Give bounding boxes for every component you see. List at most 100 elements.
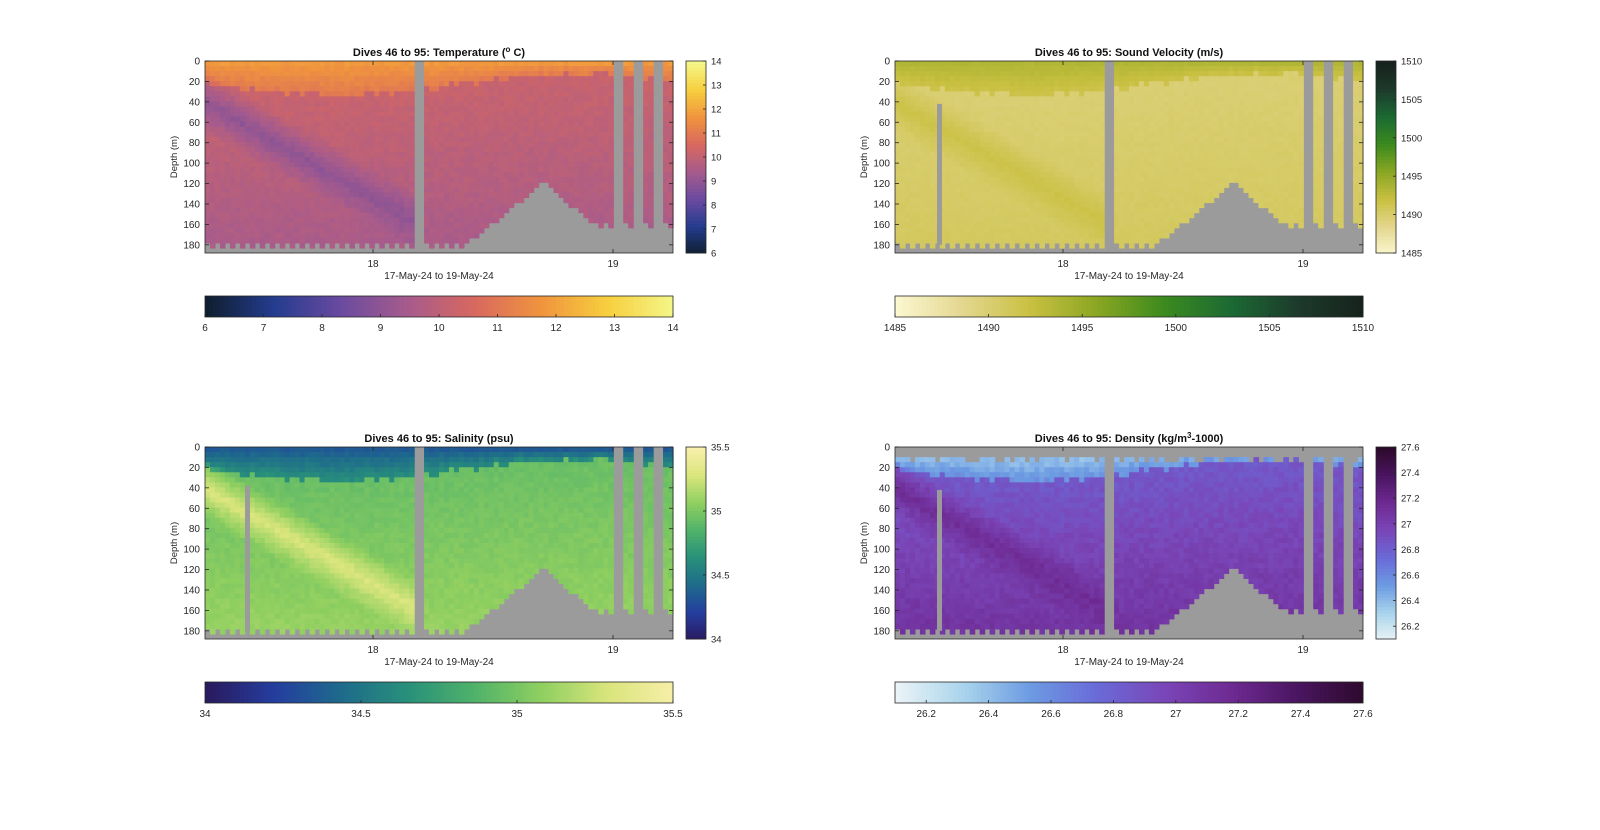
heatmap-cell — [598, 141, 604, 148]
heatmap-cell — [448, 242, 455, 249]
heatmap-cell — [1044, 227, 1050, 234]
heatmap-cell — [1089, 61, 1095, 67]
heatmap-cell — [623, 71, 629, 77]
heatmap-cell — [369, 197, 375, 204]
heatmap-cell — [513, 131, 520, 138]
heatmap-cell — [989, 232, 996, 239]
heatmap-cell — [439, 136, 445, 143]
heatmap-cell — [1133, 111, 1140, 118]
heatmap-cell — [919, 172, 926, 178]
heatmap-cell — [319, 101, 326, 108]
heatmap-cell — [389, 96, 395, 103]
heatmap-cell — [1148, 111, 1155, 118]
heatmap-cell — [1019, 167, 1026, 173]
heatmap-cell — [919, 167, 926, 173]
heatmap-cell — [229, 167, 236, 173]
heatmap-cell — [443, 121, 450, 128]
heatmap-cell — [608, 217, 614, 224]
heatmap-cell — [224, 66, 231, 72]
heatmap-cell — [1119, 111, 1125, 118]
heatmap-cell — [309, 167, 316, 173]
heatmap-cell — [468, 167, 475, 173]
heatmap-cell — [224, 106, 231, 113]
heatmap-cell — [1004, 141, 1011, 148]
heatmap-cell — [588, 91, 594, 97]
heatmap-cell — [528, 151, 535, 158]
heatmap-cell — [259, 126, 266, 133]
y-tick-label: 80 — [189, 138, 201, 149]
heatmap-cell — [234, 146, 241, 153]
heatmap-cell — [254, 192, 261, 199]
heatmap-cell — [1133, 182, 1140, 188]
heatmap-cell — [563, 177, 570, 183]
heatmap-cell — [984, 86, 991, 92]
heatmap-cell — [939, 61, 946, 67]
heatmap-cell — [254, 91, 261, 97]
heatmap-cell — [623, 192, 629, 199]
heatmap-cell — [493, 172, 500, 178]
heatmap-cell — [944, 227, 951, 234]
heatmap-cell — [269, 136, 276, 143]
heatmap-cell — [939, 182, 946, 188]
heatmap-cell — [239, 146, 246, 153]
heatmap-cell — [448, 207, 455, 214]
heatmap-cell — [498, 136, 505, 143]
heatmap-cell — [954, 61, 961, 67]
heatmap-cell — [1133, 136, 1140, 143]
heatmap-cell — [994, 237, 1001, 244]
heatmap-cell — [1099, 227, 1105, 234]
heatmap-cell — [1079, 227, 1085, 234]
heatmap-cell — [299, 146, 306, 153]
heatmap-cell — [1069, 151, 1075, 158]
heatmap-cell — [314, 81, 321, 87]
heatmap-cell — [1084, 81, 1090, 87]
heatmap-cell — [483, 71, 490, 77]
heatmap-cell — [344, 96, 350, 103]
heatmap-cell — [473, 177, 480, 183]
heatmap-cell — [999, 157, 1006, 163]
heatmap-cell — [443, 212, 450, 219]
heatmap-cell — [374, 162, 380, 168]
heatmap-cell — [1069, 136, 1075, 143]
heatmap-cell — [443, 66, 450, 72]
heatmap-cell — [904, 202, 911, 209]
heatmap-cell — [1138, 207, 1145, 214]
heatmap-cell — [508, 101, 515, 108]
heatmap-cell — [959, 81, 966, 87]
heatmap-cell — [379, 131, 385, 138]
heatmap-cell — [453, 61, 460, 67]
heatmap-cell — [623, 207, 629, 214]
heatmap-cell — [404, 116, 410, 123]
heatmap-cell — [1009, 177, 1016, 183]
heatmap-cell — [448, 136, 455, 143]
heatmap-cell — [924, 126, 931, 133]
heatmap-cell — [439, 212, 445, 219]
heatmap-cell — [503, 141, 510, 148]
heatmap-cell — [914, 86, 921, 92]
heatmap-cell — [1044, 131, 1050, 138]
heatmap-cell — [209, 131, 216, 138]
heatmap-cell — [1074, 212, 1080, 219]
heatmap-cell — [1074, 227, 1080, 234]
heatmap-cell — [404, 91, 410, 97]
heatmap-cell — [264, 222, 271, 229]
heatmap-cell — [919, 76, 926, 82]
heatmap-cell — [309, 182, 316, 188]
heatmap-cell — [623, 167, 629, 173]
heatmap-cell — [1129, 101, 1135, 108]
heatmap-cell — [949, 212, 956, 219]
heatmap-cell — [399, 146, 405, 153]
heatmap-cell — [209, 217, 216, 224]
heatmap-cell — [434, 162, 440, 168]
heatmap-cell — [1049, 182, 1055, 188]
heatmap-cell — [244, 126, 251, 133]
heatmap-cell — [959, 116, 966, 123]
heatmap-cell — [583, 202, 589, 209]
heatmap-cell — [523, 61, 530, 67]
heatmap-cell — [979, 192, 986, 199]
heatmap-cell — [339, 86, 346, 92]
heatmap-cell — [979, 91, 986, 97]
heatmap-cell — [234, 182, 241, 188]
heatmap-cell — [279, 106, 286, 113]
heatmap-cell — [895, 81, 901, 87]
